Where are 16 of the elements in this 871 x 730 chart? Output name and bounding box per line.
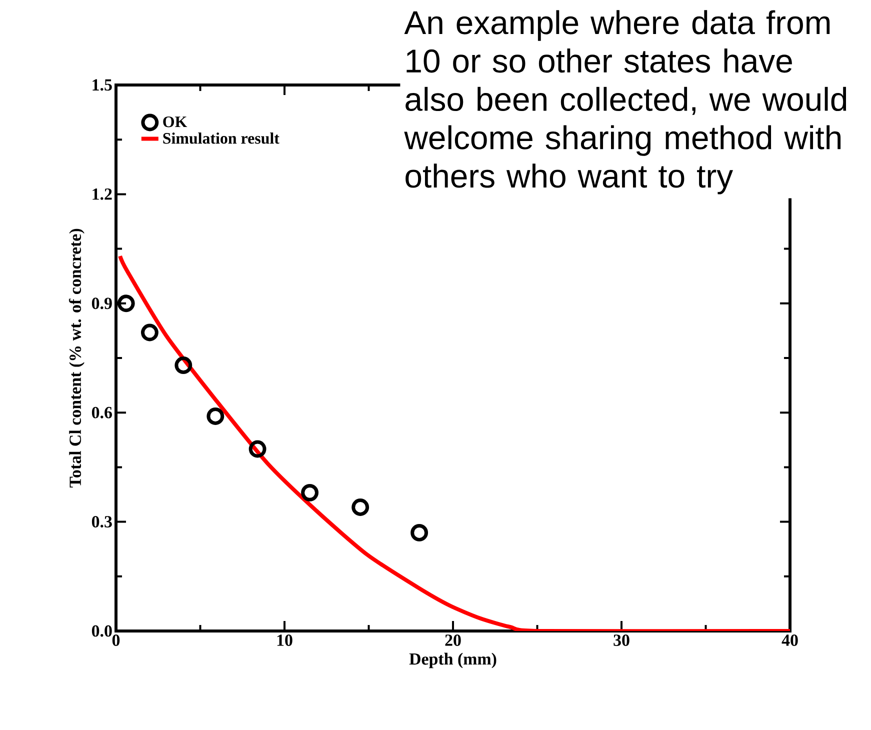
y-tick-label: 0.3	[92, 516, 112, 528]
legend-label: OK	[163, 116, 188, 128]
y-axis-title: Total Cl content (% wt. of concrete)	[68, 228, 84, 488]
x-tick-label: 0	[112, 634, 120, 646]
y-tick-label: 0.9	[92, 298, 112, 310]
y-tick-label: 0.0	[92, 625, 112, 637]
legend-label: Simulation result	[163, 132, 280, 144]
y-tick-label: 1.5	[92, 79, 112, 91]
x-tick-label: 20	[445, 634, 461, 646]
x-tick-label: 30	[614, 634, 630, 646]
x-axis-title: Depth (mm)	[409, 652, 496, 668]
x-tick-label: 10	[277, 634, 292, 646]
annotation: An example where data from 10 or so other states have also been collected, we would welcome sharing method with others who want to try	[404, 10, 846, 194]
y-tick-label: 0.6	[92, 406, 112, 418]
x-tick-label: 40	[782, 634, 798, 646]
y-tick-label: 1.2	[92, 188, 112, 200]
